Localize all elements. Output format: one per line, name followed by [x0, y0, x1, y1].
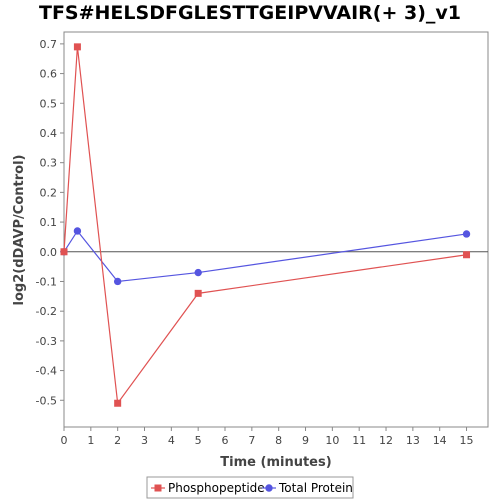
y-tick-label: 0.6: [40, 68, 58, 81]
legend-label-phosphopeptide: Phosphopeptide: [168, 481, 265, 495]
legend-label-total-protein: Total Protein: [278, 481, 353, 495]
x-tick-label: 15: [460, 434, 474, 447]
plot-area: [63, 31, 489, 428]
x-tick-label: 10: [325, 434, 339, 447]
y-tick-label: -0.3: [36, 335, 57, 348]
x-axis-title: Time (minutes): [220, 455, 331, 470]
y-tick-label: -0.5: [36, 394, 57, 407]
x-axis: 0 1 2 3 4 5 6 7 8 9 10 11 12 13 14 15: [61, 427, 474, 447]
phosphopeptide-point: [60, 248, 68, 256]
y-tick-label: -0.1: [36, 275, 57, 288]
x-tick-label: 8: [275, 434, 282, 447]
phosphopeptide-point: [194, 289, 202, 297]
y-tick-label: 0.2: [40, 186, 58, 199]
total-protein-point: [73, 227, 82, 235]
y-tick-label: 0.1: [40, 216, 58, 229]
phosphopeptide-point: [463, 251, 471, 259]
x-tick-label: 9: [302, 434, 309, 447]
x-tick-label: 7: [248, 434, 255, 447]
x-tick-label: 3: [141, 434, 148, 447]
x-tick-label: 2: [114, 434, 121, 447]
y-tick-label: 0.3: [40, 157, 58, 170]
phosphopeptide-point: [114, 399, 122, 407]
phosphopeptide-point: [73, 43, 81, 51]
legend: Phosphopeptide Total Protein: [146, 476, 354, 499]
legend-marker-total-protein: [265, 484, 273, 492]
y-axis-title: log2(dDAVP/Control): [12, 155, 27, 306]
total-protein-point: [462, 230, 471, 238]
total-protein-point: [194, 268, 202, 277]
x-tick-label: 14: [433, 434, 447, 447]
legend-marker-phosphopeptide: [154, 484, 162, 492]
x-tick-label: 11: [352, 434, 366, 447]
legend-box: [146, 476, 354, 499]
y-tick-label: 0.5: [40, 97, 58, 110]
y-tick-label: 0.0: [40, 246, 58, 259]
x-tick-label: 13: [406, 434, 420, 447]
y-axis: -0.5 -0.4 -0.3 -0.2 -0.1 0.0 0.1 0.2 0.3 0.4 0.5 0.…: [36, 38, 64, 407]
x-tick-label: 1: [87, 434, 94, 447]
x-tick-label: 6: [222, 434, 229, 447]
x-tick-label: 0: [61, 434, 68, 447]
chart-title: TFS#HELSDFGLESTTGEIPVVAIR(+ 3)_v1: [38, 2, 461, 24]
y-tick-label: -0.2: [36, 305, 57, 318]
series-layer: [60, 43, 471, 407]
x-tick-label: 4: [168, 434, 175, 447]
y-tick-label: 0.7: [40, 38, 58, 51]
total-protein-point: [113, 277, 122, 286]
x-tick-label: 12: [379, 434, 393, 447]
y-tick-label: -0.4: [36, 365, 57, 378]
y-tick-label: 0.4: [40, 127, 58, 140]
x-tick-label: 5: [195, 434, 202, 447]
